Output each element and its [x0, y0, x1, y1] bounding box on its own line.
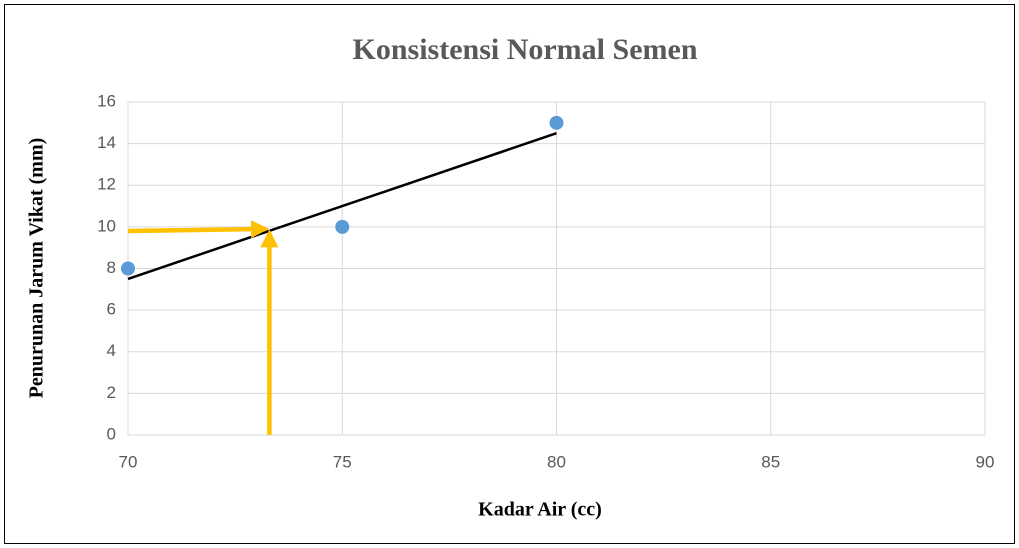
point — [335, 219, 350, 234]
x-tick-label: 85 — [761, 452, 780, 471]
y-tick-label: 0 — [107, 424, 116, 443]
y-axis-label: Penurunan Jarum Vikat (mm) — [26, 138, 48, 399]
y-tick-label: 2 — [107, 383, 116, 402]
point — [121, 261, 135, 276]
x-tick-label: 80 — [547, 452, 566, 471]
trendline — [127, 132, 557, 281]
y-tick-label: 14 — [97, 133, 116, 152]
y-tick-label: 6 — [107, 300, 116, 319]
y-tick-label: 8 — [107, 258, 116, 277]
y-tick-label: 10 — [97, 216, 116, 235]
y-tick-label: 4 — [107, 341, 116, 360]
point — [549, 115, 564, 130]
guide-arrow-horizontal — [127, 220, 270, 239]
x-tick-label: 70 — [119, 452, 138, 471]
y-tick-label: 12 — [97, 175, 116, 194]
x-axis-label: Kadar Air (cc) — [478, 499, 602, 521]
y-tick-label: 16 — [97, 91, 116, 110]
chart-frame — [4, 4, 1015, 544]
x-tick-label: 75 — [333, 452, 352, 471]
chart-title: Konsistensi Normal Semen — [353, 33, 698, 66]
x-tick-label: 90 — [976, 452, 995, 471]
